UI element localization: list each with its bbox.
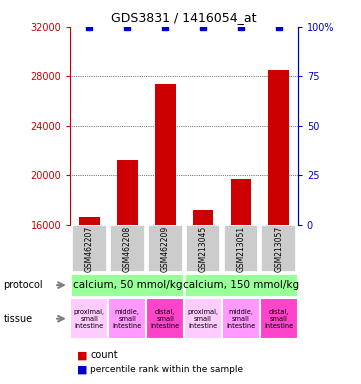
Text: count: count <box>90 350 118 360</box>
Text: distal,
small
intestine: distal, small intestine <box>151 309 180 329</box>
FancyBboxPatch shape <box>70 298 108 339</box>
Text: calcium, 150 mmol/kg: calcium, 150 mmol/kg <box>183 280 299 290</box>
FancyBboxPatch shape <box>261 225 296 272</box>
FancyBboxPatch shape <box>70 273 184 297</box>
Text: proximal,
small
intestine: proximal, small intestine <box>74 309 105 329</box>
Text: ■: ■ <box>70 350 88 360</box>
FancyBboxPatch shape <box>184 273 298 297</box>
FancyBboxPatch shape <box>72 225 107 272</box>
Text: GSM462209: GSM462209 <box>161 225 170 272</box>
Bar <box>231 179 251 384</box>
Point <box>238 24 244 30</box>
Text: ■: ■ <box>70 364 88 374</box>
FancyBboxPatch shape <box>186 225 221 272</box>
Text: calcium, 50 mmol/kg: calcium, 50 mmol/kg <box>73 280 182 290</box>
Bar <box>79 217 100 384</box>
FancyBboxPatch shape <box>110 225 145 272</box>
Point <box>162 24 168 30</box>
Text: GSM462207: GSM462207 <box>85 225 94 272</box>
FancyBboxPatch shape <box>108 298 146 339</box>
Text: percentile rank within the sample: percentile rank within the sample <box>90 365 243 374</box>
Text: tissue: tissue <box>4 314 33 324</box>
Point <box>276 24 282 30</box>
FancyBboxPatch shape <box>184 298 222 339</box>
Bar <box>269 70 289 384</box>
Bar <box>117 161 138 384</box>
FancyBboxPatch shape <box>223 225 258 272</box>
FancyBboxPatch shape <box>222 298 260 339</box>
Bar <box>193 210 213 384</box>
Point <box>124 24 130 30</box>
Text: middle,
small
intestine: middle, small intestine <box>226 309 256 329</box>
Text: GSM462208: GSM462208 <box>123 225 132 272</box>
Point <box>87 24 92 30</box>
Text: distal,
small
intestine: distal, small intestine <box>264 309 293 329</box>
Text: proximal,
small
intestine: proximal, small intestine <box>188 309 218 329</box>
Text: middle,
small
intestine: middle, small intestine <box>113 309 142 329</box>
Text: GSM213057: GSM213057 <box>274 225 283 272</box>
FancyBboxPatch shape <box>146 298 184 339</box>
Text: GSM213051: GSM213051 <box>236 225 245 272</box>
FancyBboxPatch shape <box>260 298 298 339</box>
Title: GDS3831 / 1416054_at: GDS3831 / 1416054_at <box>111 11 257 24</box>
Bar <box>155 84 175 384</box>
FancyBboxPatch shape <box>148 225 183 272</box>
Text: protocol: protocol <box>4 280 43 290</box>
Point <box>200 24 206 30</box>
Text: GSM213045: GSM213045 <box>199 225 208 272</box>
